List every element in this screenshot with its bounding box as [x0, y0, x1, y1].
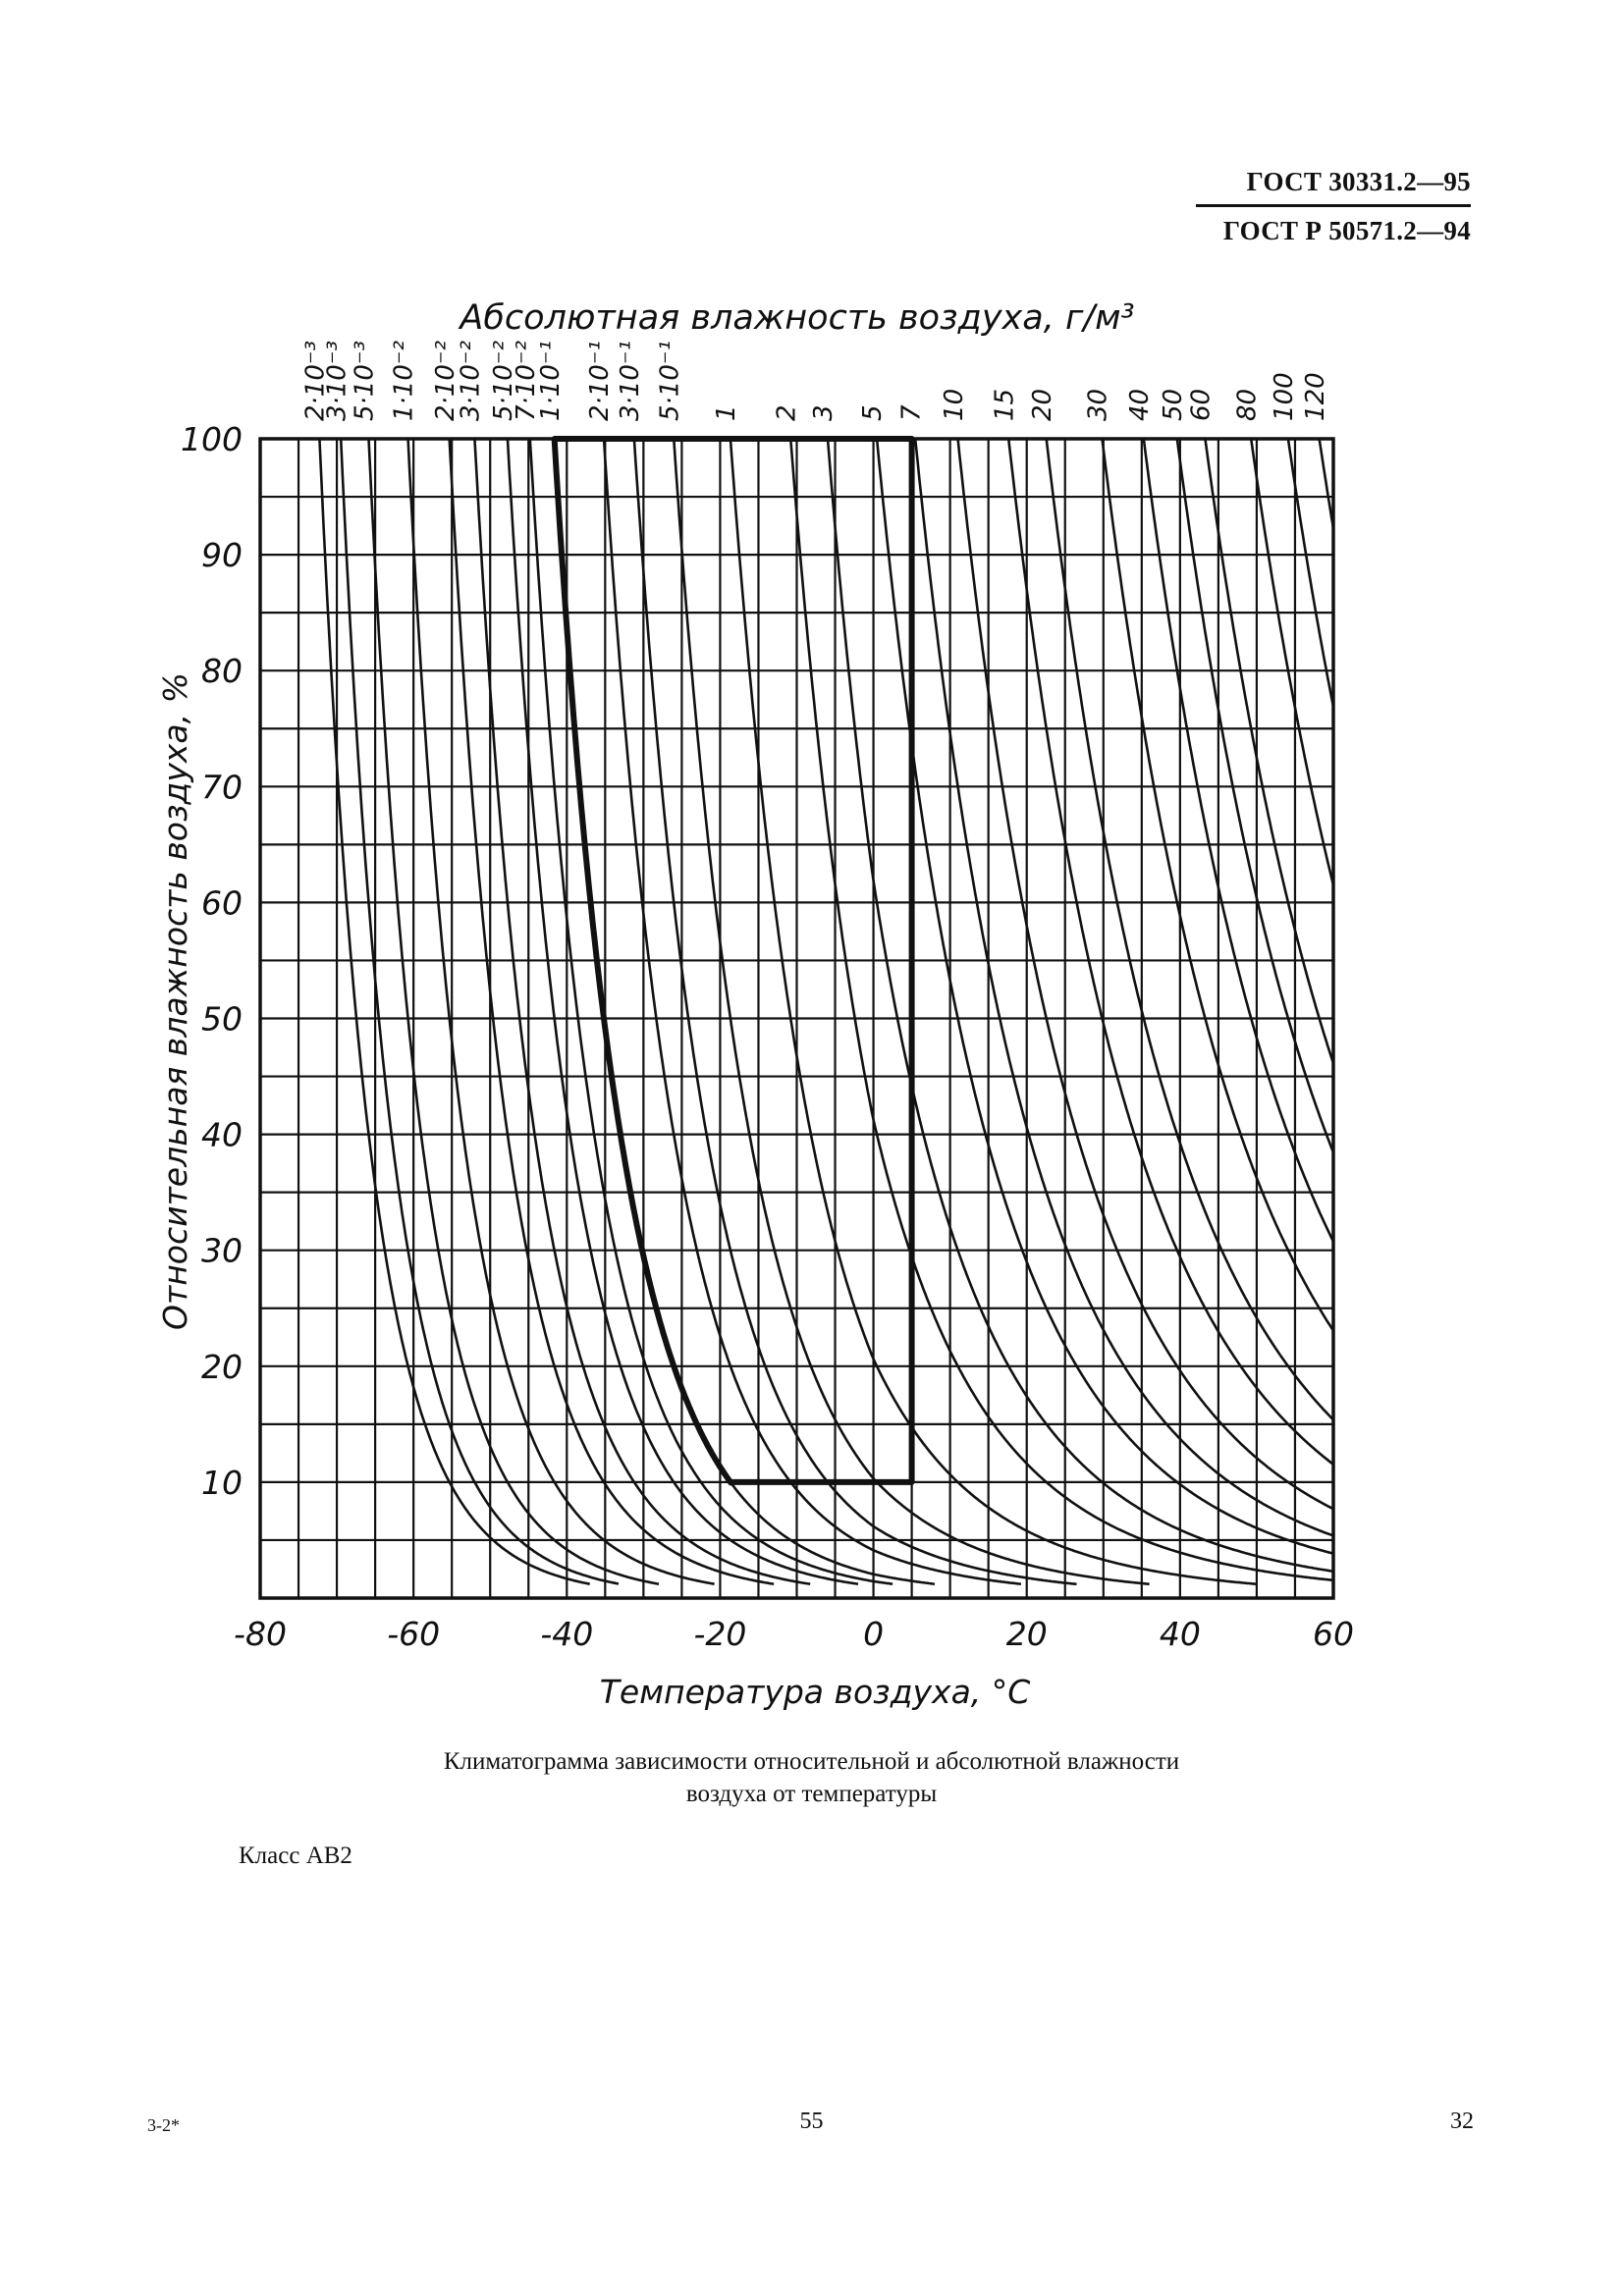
isoline-0-003 [339, 439, 620, 1585]
grid [258, 437, 1335, 1600]
isoline-10 [956, 439, 1333, 1511]
isoline-20 [1045, 439, 1333, 1422]
isoline-60 [1204, 439, 1333, 1068]
header-rule [1196, 204, 1471, 207]
isoline-label: 15 [990, 389, 1019, 421]
isoline-15 [1006, 439, 1333, 1467]
y-tick-label: 40 [201, 1116, 243, 1154]
isoline-label: 40 [1125, 389, 1155, 421]
isoline-label: 5·10⁻² [489, 341, 518, 421]
isoline-100 [1286, 439, 1333, 714]
x-tick-label: 60 [1313, 1615, 1354, 1653]
isoline-label: 1 [712, 404, 741, 421]
isoline-0-03 [473, 439, 811, 1585]
isoline-label: 100 [1270, 372, 1299, 421]
isoline-5 [875, 439, 1333, 1555]
y-tick-label: 10 [201, 1464, 243, 1502]
isoline-50 [1175, 439, 1333, 1156]
y-tick-label: 20 [201, 1348, 243, 1386]
isoline-0-07 [528, 439, 893, 1585]
isoline-0-5 [672, 439, 1150, 1586]
isoline-label: 120 [1301, 372, 1330, 421]
footer-page-number: 55 [799, 2109, 824, 2134]
y-tick-label: 70 [201, 768, 243, 806]
footer-page-number-secondary: 32 [1450, 2109, 1474, 2134]
isoline-label: 1·10⁻¹ [536, 341, 566, 421]
class-region-group [551, 436, 915, 1486]
y-tick-label: 60 [201, 883, 243, 922]
isoline-2 [788, 439, 1333, 1582]
y-tick-label: 80 [201, 652, 243, 690]
x-tick-label: 20 [1006, 1615, 1048, 1653]
isoline-40 [1142, 439, 1333, 1245]
y-tick-label: 90 [201, 536, 243, 574]
isoline-group [318, 439, 1333, 1586]
isoline-label: 3·10⁻³ [322, 341, 352, 421]
x-tick-label: -80 [234, 1615, 287, 1653]
isoline-label: 3 [809, 404, 839, 421]
isoline-label: 7 [897, 404, 927, 421]
isoline-label: 20 [1028, 389, 1057, 421]
isoline-label: 2·10⁻¹ [585, 341, 615, 421]
standard-number-primary: ГОСТ 30331.2—95 [1246, 167, 1471, 196]
isoline-label: 3·10⁻² [457, 341, 486, 421]
class-label: Класс АВ2 [239, 1842, 352, 1869]
isoline-label: 50 [1159, 389, 1188, 421]
x-tick-label: -60 [387, 1615, 440, 1653]
isoline-label: 10 [940, 389, 969, 421]
isoline-label: 80 [1233, 389, 1263, 421]
isoline-label: 3·10⁻¹ [616, 341, 645, 421]
isoline-label: 30 [1084, 389, 1113, 421]
chart-title: Абсолютная влажность воздуха, г/м³ [458, 298, 1134, 338]
isoline-label: 5·10⁻¹ [656, 341, 685, 421]
footer-sheet-mark: 3-2* [147, 2115, 180, 2135]
isoline-0-3 [632, 439, 1077, 1586]
y-axis-title: Относительная влажность воздуха, % [156, 672, 194, 1330]
class-region-boundary [551, 436, 915, 1486]
isoline-label: 7·10⁻² [512, 341, 541, 421]
isoline-label: 5 [858, 404, 888, 421]
isoline-label: 60 [1187, 389, 1217, 421]
isoline-label: 1·10⁻² [390, 341, 419, 421]
isoline-label: 5·10⁻³ [351, 341, 380, 421]
standard-number-secondary: ГОСТ Р 50571.2—94 [1222, 216, 1471, 245]
isoline-0-02 [448, 439, 775, 1585]
isoline-7 [913, 439, 1333, 1537]
y-tick-label: 100 [181, 420, 243, 458]
x-axis-title: Температура воздуха, °С [600, 1673, 1031, 1711]
isoline-0-005 [367, 439, 660, 1585]
x-tick-label: 40 [1160, 1615, 1201, 1653]
isoline-3 [826, 439, 1333, 1574]
caption-line-1: Климатограмма зависимости относительной … [443, 1748, 1180, 1775]
caption-line-2: воздуха от температуры [685, 1781, 938, 1807]
isoline-1 [729, 439, 1257, 1585]
isoline-label: 2 [773, 404, 802, 421]
x-tick-label: 0 [863, 1615, 884, 1653]
x-tick-label: -20 [693, 1615, 746, 1653]
x-tick-label: -40 [540, 1615, 593, 1653]
isoline-0-002 [318, 439, 590, 1585]
isoline-0-01 [406, 439, 715, 1585]
y-tick-label: 30 [201, 1232, 243, 1270]
isoline-30 [1101, 439, 1333, 1333]
isoline-0-1 [553, 439, 936, 1585]
isoline-80 [1249, 439, 1333, 890]
isoline-label: 2·10⁻³ [301, 341, 331, 421]
figure-caption: Климатограмма зависимости относительной … [0, 1745, 1623, 1810]
isoline-label: 2·10⁻² [431, 341, 460, 421]
isoline-0-2 [602, 439, 1022, 1585]
y-tick-label: 50 [201, 1000, 243, 1039]
isoline-0-05 [506, 439, 859, 1585]
climatogram-chart: Абсолютная влажность воздуха, г/м³ 10203… [156, 298, 1354, 1711]
